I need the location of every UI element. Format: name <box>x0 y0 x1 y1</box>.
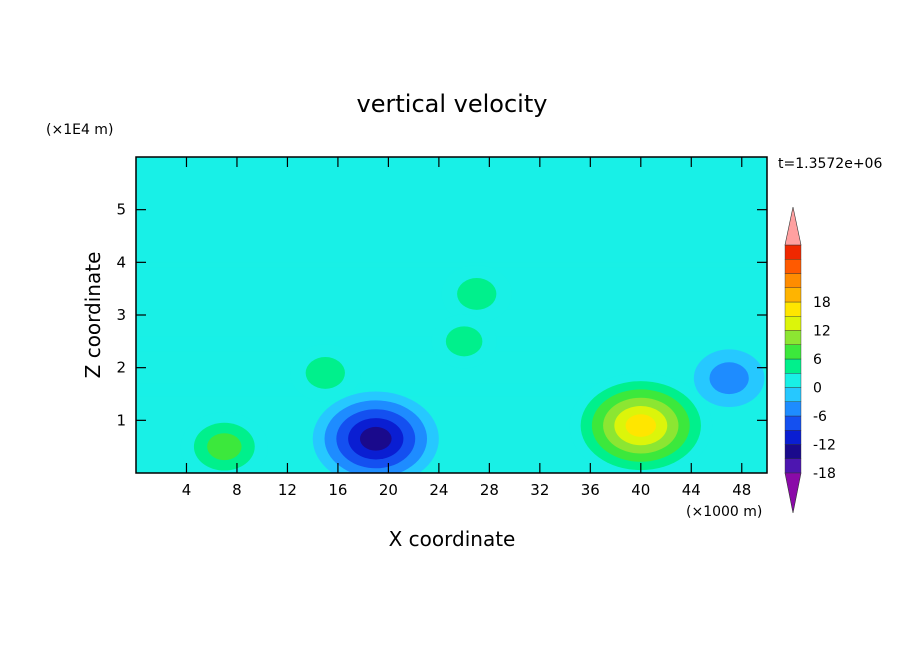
colorbar-swatch <box>784 458 802 474</box>
contour-level <box>709 362 749 395</box>
time-label: t=1.3572e+06 <box>778 156 882 172</box>
y-tick-label: 5 <box>116 201 126 219</box>
y-tick-label: 3 <box>116 306 126 324</box>
colorbar-label: 6 <box>813 352 822 368</box>
field-band <box>136 157 767 263</box>
chart-title: vertical velocity <box>357 90 548 118</box>
y-axis: 1 2 3 4 5 <box>116 201 767 429</box>
colorbar-swatch <box>784 273 802 288</box>
x-tick-label: 24 <box>429 481 448 499</box>
colorbar-swatch <box>784 415 802 431</box>
y-unit-label: (×1E4 m) <box>46 122 113 138</box>
x-tick-label: 16 <box>328 481 347 499</box>
colorbar-swatch <box>784 373 802 388</box>
colorbar-swatch <box>784 287 802 303</box>
x-unit-label: (×1000 m) <box>686 504 762 520</box>
contour-level <box>445 326 483 357</box>
colorbar-swatch <box>784 387 802 402</box>
y-tick-label: 4 <box>116 253 126 271</box>
x-tick-label: 36 <box>581 481 600 499</box>
y-axis-title: Z coordinate <box>81 252 105 379</box>
x-tick-label: 32 <box>530 481 549 499</box>
colorbar-swatch <box>784 430 802 445</box>
x-tick-label: 20 <box>379 481 398 499</box>
colorbar-swatch <box>784 244 802 260</box>
x-tick-label: 40 <box>631 481 650 499</box>
contour-level <box>207 433 242 461</box>
x-axis: 4 8 12 16 20 24 28 32 36 40 44 48 <box>182 157 751 499</box>
colorbar-label: 18 <box>813 295 831 311</box>
colorbar-swatch <box>784 259 802 274</box>
contour-level <box>305 357 345 389</box>
colorbar-label: -18 <box>813 466 836 482</box>
colorbar-swatch <box>784 401 802 417</box>
colorbar-swatch <box>784 301 802 317</box>
x-tick-label: 44 <box>682 481 701 499</box>
colorbar-max-cap <box>784 206 802 246</box>
x-tick-label: 48 <box>732 481 751 499</box>
contour-level <box>457 278 497 310</box>
y-tick-label: 1 <box>116 411 126 429</box>
colorbar-label: 0 <box>813 381 822 397</box>
x-tick-label: 12 <box>278 481 297 499</box>
colorbar-min-cap <box>784 472 802 514</box>
colorbar-swatch <box>784 344 802 360</box>
colorbar-label: -12 <box>813 438 836 454</box>
x-tick-label: 4 <box>182 481 192 499</box>
x-tick-label: 8 <box>232 481 242 499</box>
x-axis-title: X coordinate <box>389 527 516 551</box>
contour-level <box>625 414 657 437</box>
colorbar-swatch <box>784 330 802 345</box>
colorbar-label: 12 <box>813 324 831 340</box>
colorbar-label: -6 <box>813 409 827 425</box>
contour-level <box>359 426 392 451</box>
colorbar-swatch <box>784 358 802 374</box>
colorbar-swatch <box>784 316 802 331</box>
y-tick-label: 2 <box>116 359 126 377</box>
x-tick-label: 28 <box>480 481 499 499</box>
contour-field <box>136 157 767 473</box>
colorbar: 18 12 6 0 -6 -12 -18 <box>784 206 836 514</box>
colorbar-swatch <box>784 444 802 459</box>
